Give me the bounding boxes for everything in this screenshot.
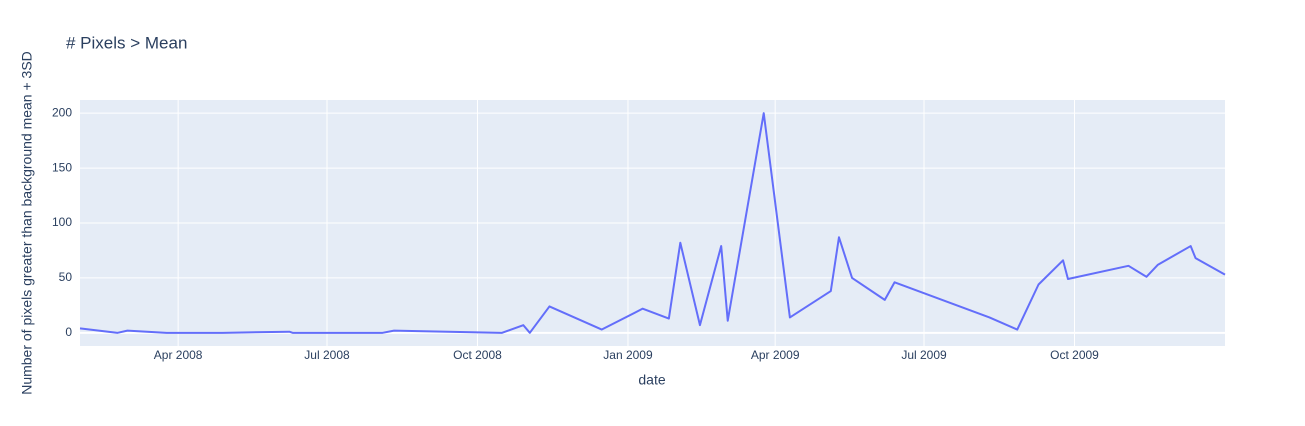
x-tick-label: Jan 2009: [603, 348, 653, 362]
y-tick-label: 200: [52, 105, 72, 119]
y-tick-label: 0: [65, 325, 72, 339]
x-tick-label: Apr 2009: [751, 348, 800, 362]
data-line: [79, 112, 1226, 334]
y-axis-label: Number of pixels greater than background…: [19, 51, 35, 395]
y-tick-label: 150: [52, 160, 72, 174]
x-tick-label: Oct 2008: [453, 348, 502, 362]
x-axis-label: date: [638, 372, 665, 388]
y-tick-label: 100: [52, 215, 72, 229]
x-tick-label: Jul 2008: [304, 348, 350, 362]
x-tick-label: Oct 2009: [1050, 348, 1099, 362]
chart-title: # Pixels > Mean: [66, 33, 187, 52]
x-tick-label: Jul 2009: [901, 348, 947, 362]
y-tick-label: 50: [59, 270, 73, 284]
x-tick-label: Apr 2008: [154, 348, 203, 362]
